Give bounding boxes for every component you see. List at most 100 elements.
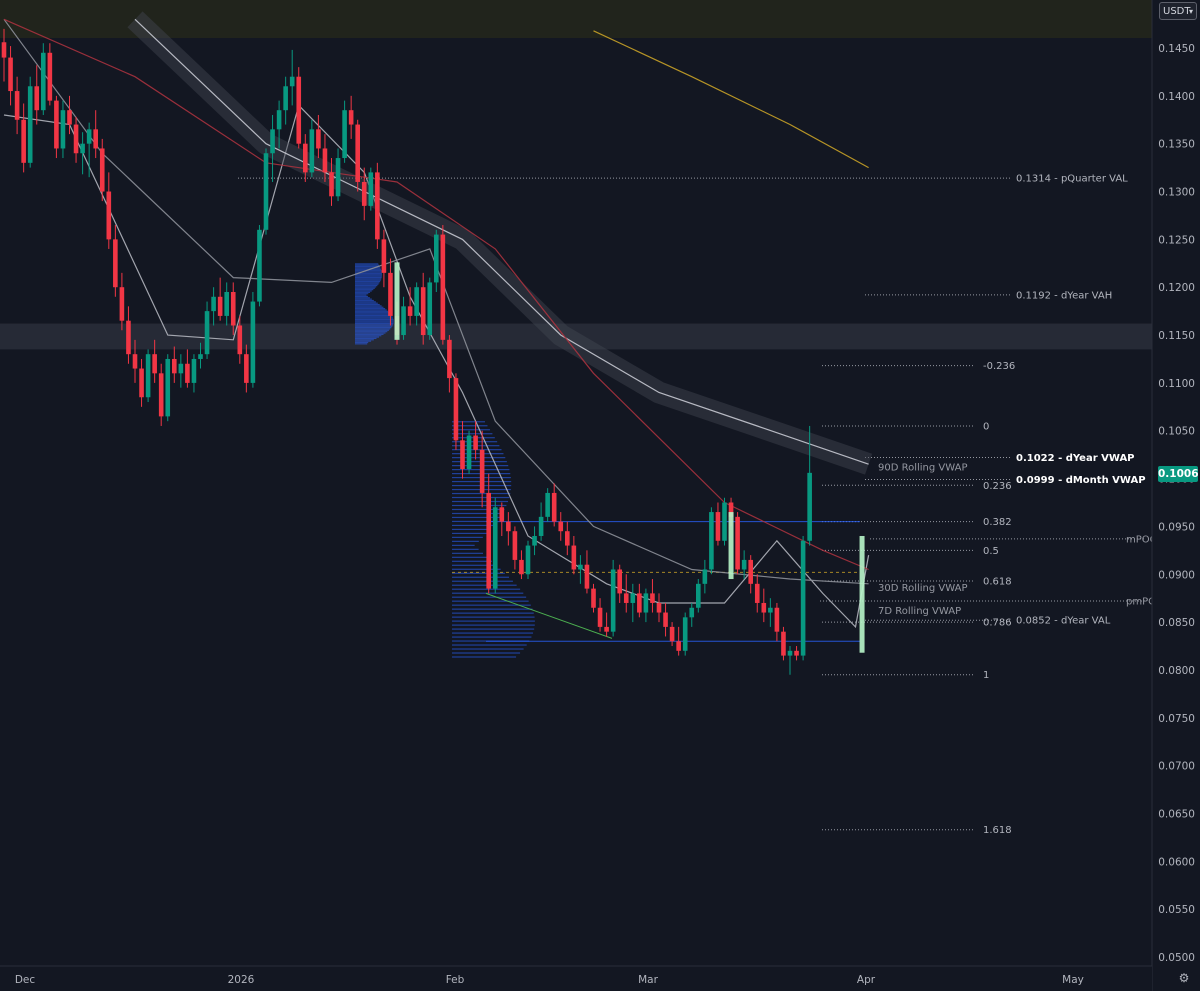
candle (316, 114, 321, 159)
volume-profile-row (452, 520, 497, 523)
candle-body (565, 531, 570, 546)
candle (434, 229, 439, 292)
volume-profile-row (355, 337, 377, 340)
candle-body (270, 129, 275, 154)
time-axis[interactable]: Dec 2026 Feb Mar Apr May (0, 965, 1152, 991)
volume-profile-row (355, 317, 394, 319)
candle (41, 43, 46, 115)
candle-body (257, 229, 262, 302)
price-tick-label: 0.1150 (1158, 330, 1195, 342)
currency-select[interactable]: USDT ▾ (1159, 2, 1197, 20)
level-label-dyear-vah: 0.1192 - dYear VAH (1016, 290, 1112, 301)
volume-profile-row (355, 284, 378, 287)
volume-profile-row (452, 560, 492, 562)
candle (735, 512, 740, 575)
candle-body (558, 521, 564, 532)
candle-body (80, 143, 85, 154)
volume-profile-row (452, 429, 490, 431)
candle (309, 119, 315, 178)
candle (663, 602, 668, 637)
candle-body (165, 358, 171, 417)
volume-profile-left (355, 263, 394, 345)
volume-profile-row (355, 291, 371, 293)
candle-body (93, 129, 98, 149)
volume-profile-row (452, 548, 479, 550)
price-tick-label: 0.0550 (1158, 904, 1195, 916)
candle-body (787, 650, 793, 656)
candle-body (86, 129, 92, 144)
candle-body (335, 158, 341, 197)
candle (447, 335, 452, 393)
candle (93, 110, 98, 159)
time-axis-background (0, 966, 1152, 991)
candle-body (466, 435, 472, 470)
volume-profile-row (452, 648, 524, 650)
volume-profile-row (452, 512, 503, 515)
candle (80, 132, 85, 175)
candle (34, 65, 40, 125)
candle-body (735, 516, 740, 570)
candle-body (185, 363, 190, 383)
volume-profile-row (355, 329, 389, 331)
candle (289, 49, 295, 106)
volume-profile-row (355, 274, 383, 276)
price-tick-label: 0.0600 (1158, 856, 1195, 868)
candle (106, 172, 112, 249)
candle-body (322, 148, 328, 173)
fib-label: 0.5 (983, 546, 999, 557)
volume-profile-row (452, 616, 535, 618)
candle (178, 354, 184, 388)
volume-profile-row (355, 340, 372, 342)
candle-body (584, 564, 590, 589)
candle-body (800, 540, 806, 656)
candle-body (211, 296, 216, 312)
gear-icon[interactable]: ⚙ (1178, 971, 1190, 985)
candle (257, 225, 262, 307)
fib-label: -0.236 (983, 361, 1015, 372)
candle-body (289, 76, 295, 87)
candle-body (34, 86, 40, 111)
candle (676, 626, 681, 656)
candle-body (741, 559, 747, 570)
ma-line-4 (593, 30, 869, 169)
candle-body (492, 507, 498, 589)
candle (466, 430, 472, 474)
price-axis[interactable]: 0.1450 0.1400 0.1350 0.1300 0.1250 0.1200 0.11… (1151, 0, 1200, 991)
candle (519, 550, 524, 580)
trend-line (485, 592, 613, 639)
candle-body (8, 57, 13, 92)
candle-body (139, 368, 144, 398)
candle (584, 550, 590, 594)
candle-body (650, 593, 655, 603)
volume-profile-row (452, 608, 533, 610)
candle (800, 535, 806, 661)
candle-body (414, 287, 419, 316)
candle-body (152, 354, 157, 374)
volume-profile-row (355, 293, 369, 295)
volume-profile-row (452, 620, 535, 622)
volume-profile-row (355, 270, 382, 272)
candle-body (355, 124, 360, 182)
candle (152, 339, 157, 383)
price-tick-label: 0.0800 (1158, 665, 1195, 677)
volume-profile-row (355, 264, 380, 266)
candle (617, 564, 622, 603)
volume-profile-row (355, 279, 381, 281)
candle-body (237, 325, 243, 355)
candle (165, 354, 171, 422)
volume-profile-row (355, 266, 380, 268)
candlesticks (1, 28, 865, 675)
candle (551, 483, 557, 527)
volume-profile-row (355, 328, 391, 330)
volume-profile-row (355, 313, 391, 315)
candle-body (519, 559, 524, 575)
volume-profile-row (355, 324, 394, 326)
candle-body (689, 607, 695, 618)
candle-body (263, 153, 269, 230)
candle-body (99, 148, 105, 192)
volume-profile-row (355, 331, 388, 333)
fib-label: 0.786 (983, 618, 1012, 629)
volume-profile-row (452, 433, 493, 435)
